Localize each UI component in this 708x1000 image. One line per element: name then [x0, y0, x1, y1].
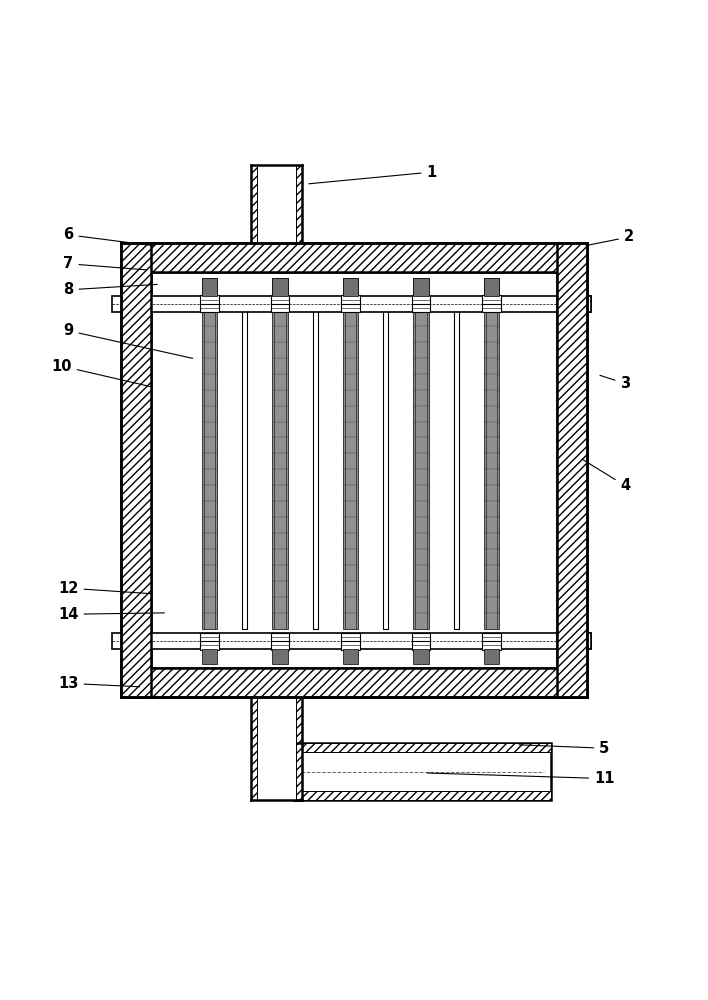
- Bar: [257, 165, 296, 272]
- Bar: [482, 640, 501, 650]
- Text: 11: 11: [428, 771, 615, 786]
- Bar: [412, 640, 430, 650]
- Bar: [294, 791, 552, 800]
- Bar: [294, 743, 552, 752]
- Bar: [112, 296, 591, 312]
- Bar: [413, 278, 429, 629]
- Bar: [296, 668, 302, 800]
- Bar: [482, 295, 501, 304]
- Bar: [341, 640, 360, 650]
- Bar: [343, 649, 358, 664]
- Text: 4: 4: [582, 459, 631, 493]
- Bar: [151, 272, 557, 668]
- Bar: [121, 243, 587, 272]
- Bar: [557, 296, 591, 312]
- Bar: [343, 278, 358, 296]
- Bar: [121, 243, 151, 697]
- Text: 13: 13: [58, 676, 139, 691]
- Bar: [557, 243, 587, 697]
- Bar: [121, 243, 151, 697]
- Text: 6: 6: [63, 227, 154, 246]
- Bar: [557, 633, 591, 649]
- Text: 10: 10: [51, 359, 150, 387]
- Bar: [202, 278, 217, 296]
- Text: 2: 2: [586, 229, 634, 246]
- Bar: [270, 295, 289, 304]
- Text: 1: 1: [309, 165, 437, 184]
- Bar: [341, 295, 360, 304]
- Bar: [200, 633, 219, 641]
- Bar: [242, 307, 247, 629]
- Bar: [482, 303, 501, 312]
- Text: 7: 7: [63, 256, 147, 271]
- Bar: [413, 649, 429, 664]
- Bar: [200, 295, 219, 304]
- Text: 14: 14: [58, 607, 164, 622]
- Bar: [272, 649, 287, 664]
- Bar: [202, 649, 217, 664]
- Bar: [482, 633, 501, 641]
- Bar: [412, 295, 430, 304]
- Bar: [413, 278, 429, 296]
- Text: 9: 9: [63, 323, 193, 358]
- Bar: [341, 303, 360, 312]
- Bar: [412, 633, 430, 641]
- Bar: [200, 303, 219, 312]
- Text: 8: 8: [63, 282, 157, 297]
- Bar: [412, 303, 430, 312]
- Text: 12: 12: [58, 581, 150, 596]
- Bar: [272, 278, 287, 629]
- Bar: [270, 633, 289, 641]
- Bar: [343, 278, 358, 629]
- Bar: [484, 649, 499, 664]
- Bar: [112, 633, 591, 649]
- Bar: [484, 278, 499, 629]
- Bar: [557, 243, 587, 697]
- Bar: [272, 278, 287, 296]
- Bar: [200, 640, 219, 650]
- Bar: [296, 165, 302, 272]
- Bar: [121, 243, 587, 272]
- Bar: [454, 307, 459, 629]
- Bar: [341, 633, 360, 641]
- Text: 5: 5: [519, 741, 610, 756]
- Bar: [270, 640, 289, 650]
- Bar: [484, 278, 499, 296]
- Bar: [251, 668, 257, 800]
- Bar: [251, 165, 257, 272]
- Bar: [121, 668, 587, 697]
- Text: 3: 3: [600, 375, 631, 391]
- Bar: [257, 668, 296, 800]
- Bar: [121, 668, 587, 697]
- Bar: [270, 303, 289, 312]
- Bar: [294, 743, 552, 800]
- Bar: [313, 307, 318, 629]
- Bar: [383, 307, 388, 629]
- Bar: [202, 278, 217, 629]
